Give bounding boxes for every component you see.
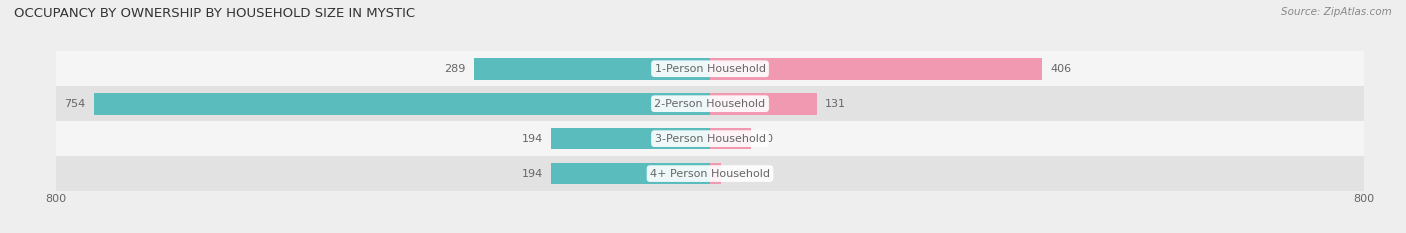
- Text: Source: ZipAtlas.com: Source: ZipAtlas.com: [1281, 7, 1392, 17]
- Text: OCCUPANCY BY OWNERSHIP BY HOUSEHOLD SIZE IN MYSTIC: OCCUPANCY BY OWNERSHIP BY HOUSEHOLD SIZE…: [14, 7, 415, 20]
- Bar: [710, 163, 721, 185]
- Bar: [551, 128, 710, 150]
- Bar: [56, 121, 1364, 156]
- Text: 406: 406: [1050, 64, 1071, 74]
- Bar: [56, 86, 1364, 121]
- Text: 289: 289: [444, 64, 465, 74]
- Text: 3-Person Household: 3-Person Household: [655, 134, 765, 144]
- Text: 194: 194: [522, 134, 543, 144]
- Bar: [551, 163, 710, 185]
- Bar: [710, 58, 1042, 80]
- Bar: [56, 156, 1364, 191]
- Text: 4+ Person Household: 4+ Person Household: [650, 169, 770, 178]
- Text: 1-Person Household: 1-Person Household: [655, 64, 765, 74]
- Text: 754: 754: [65, 99, 86, 109]
- Bar: [710, 93, 817, 115]
- Text: 13: 13: [728, 169, 742, 178]
- Bar: [56, 51, 1364, 86]
- Text: 194: 194: [522, 169, 543, 178]
- Bar: [710, 128, 751, 150]
- Bar: [94, 93, 710, 115]
- Text: 50: 50: [759, 134, 773, 144]
- Text: 2-Person Household: 2-Person Household: [654, 99, 766, 109]
- Bar: [474, 58, 710, 80]
- Text: 131: 131: [825, 99, 846, 109]
